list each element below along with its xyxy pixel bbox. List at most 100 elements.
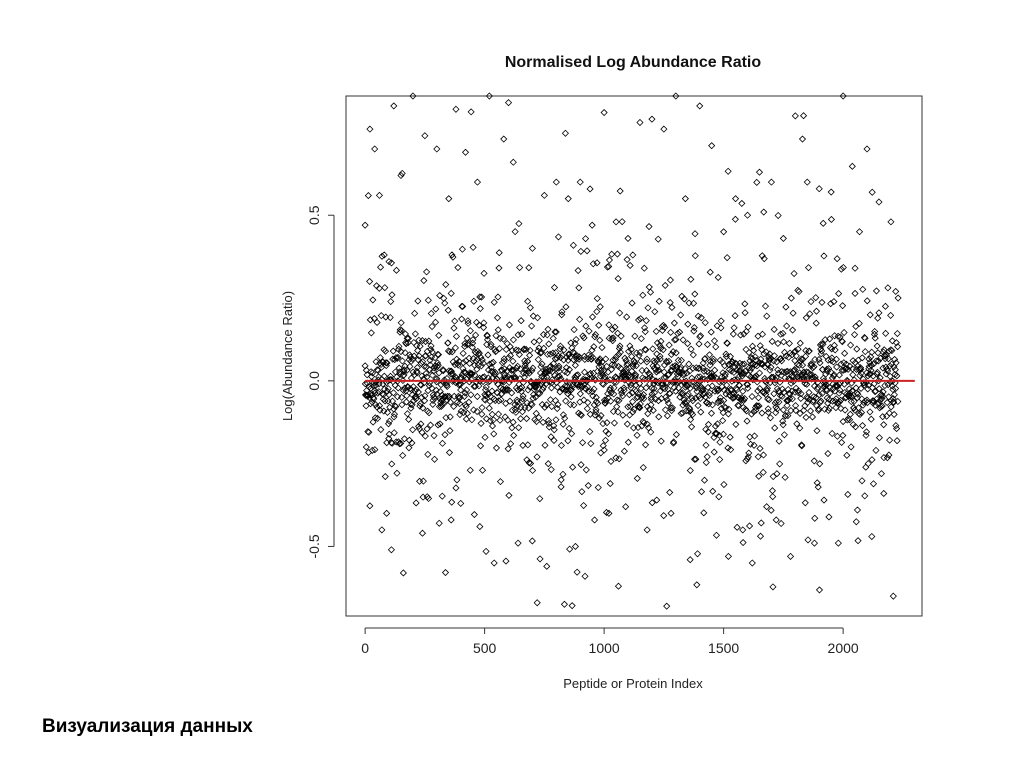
data-point: [719, 417, 727, 425]
data-point: [822, 385, 831, 393]
data-point: [672, 431, 680, 439]
data-point: [581, 355, 589, 363]
data-point: [690, 299, 698, 307]
data-point: [776, 392, 784, 400]
data-point: [755, 369, 764, 377]
data-point: [445, 392, 453, 400]
data-point: [881, 351, 889, 359]
data-point: [746, 366, 754, 375]
data-point: [615, 350, 623, 359]
data-point: [846, 410, 854, 418]
data-point: [614, 274, 622, 283]
data-point: [743, 380, 752, 389]
data-point: [795, 361, 803, 369]
data-point: [814, 383, 822, 392]
data-point: [452, 105, 460, 113]
data-point: [440, 376, 449, 384]
data-point: [570, 401, 578, 409]
data-point: [414, 388, 422, 396]
data-point: [480, 269, 488, 277]
data-point: [414, 297, 422, 305]
data-point: [687, 415, 695, 424]
data-point: [454, 263, 462, 272]
data-point: [792, 406, 800, 414]
data-point: [524, 297, 532, 305]
data-point: [862, 428, 871, 436]
data-point: [609, 407, 618, 416]
data-point: [509, 418, 517, 426]
data-point: [841, 406, 849, 414]
data-point: [863, 297, 871, 305]
data-point: [647, 428, 655, 436]
data-point: [445, 195, 453, 203]
data-point: [584, 398, 592, 407]
data-point: [697, 488, 706, 496]
data-point: [623, 313, 631, 321]
data-point: [765, 396, 773, 404]
data-point: [764, 408, 773, 417]
data-point: [495, 397, 503, 405]
data-point: [754, 453, 762, 461]
data-point: [380, 385, 389, 393]
data-point: [763, 384, 772, 392]
data-point: [846, 389, 854, 397]
data-point: [522, 359, 530, 367]
data-point: [644, 410, 652, 418]
data-point: [528, 400, 536, 409]
data-point: [715, 431, 724, 439]
data-point: [508, 406, 516, 414]
data-point: [703, 399, 711, 407]
x-axis-label: Peptide or Protein Index: [563, 676, 703, 691]
data-point: [857, 384, 865, 392]
data-point: [401, 349, 409, 357]
data-point: [490, 559, 498, 567]
data-point: [858, 354, 866, 362]
data-point: [664, 399, 673, 407]
data-point: [605, 509, 613, 517]
data-point: [387, 546, 395, 554]
data-point: [581, 572, 589, 580]
data-point: [665, 371, 673, 379]
data-point: [562, 303, 570, 311]
data-point: [710, 448, 718, 456]
data-point: [392, 438, 400, 446]
data-point: [654, 235, 662, 243]
data-point: [501, 386, 510, 394]
data-point: [519, 392, 527, 400]
data-point: [775, 398, 783, 406]
data-point: [428, 322, 436, 331]
data-point: [637, 335, 645, 343]
data-point: [385, 258, 393, 266]
data-point: [890, 398, 898, 407]
data-point: [535, 337, 543, 345]
data-point: [613, 403, 621, 411]
data-point: [684, 390, 692, 398]
data-point: [622, 503, 630, 511]
data-point: [805, 347, 813, 355]
data-point: [827, 188, 835, 196]
data-point: [598, 362, 606, 370]
data-point: [636, 379, 644, 388]
data-point: [476, 293, 484, 301]
data-point: [761, 377, 769, 385]
data-point: [648, 115, 656, 123]
data-point: [509, 336, 517, 344]
data-point: [656, 341, 664, 349]
data-point: [797, 441, 806, 449]
data-point: [370, 379, 378, 387]
data-point: [623, 255, 631, 264]
data-point: [418, 529, 427, 537]
plot-frame: [345, 95, 923, 617]
data-point: [653, 350, 661, 358]
data-point: [883, 398, 891, 407]
data-point: [475, 321, 483, 329]
data-point: [559, 420, 567, 428]
data-point: [512, 346, 520, 354]
data-point: [656, 387, 665, 395]
data-point: [481, 433, 489, 441]
data-point: [851, 264, 859, 272]
data-point: [791, 112, 799, 120]
data-point: [533, 314, 542, 322]
data-point: [515, 351, 523, 359]
data-point: [892, 287, 900, 295]
